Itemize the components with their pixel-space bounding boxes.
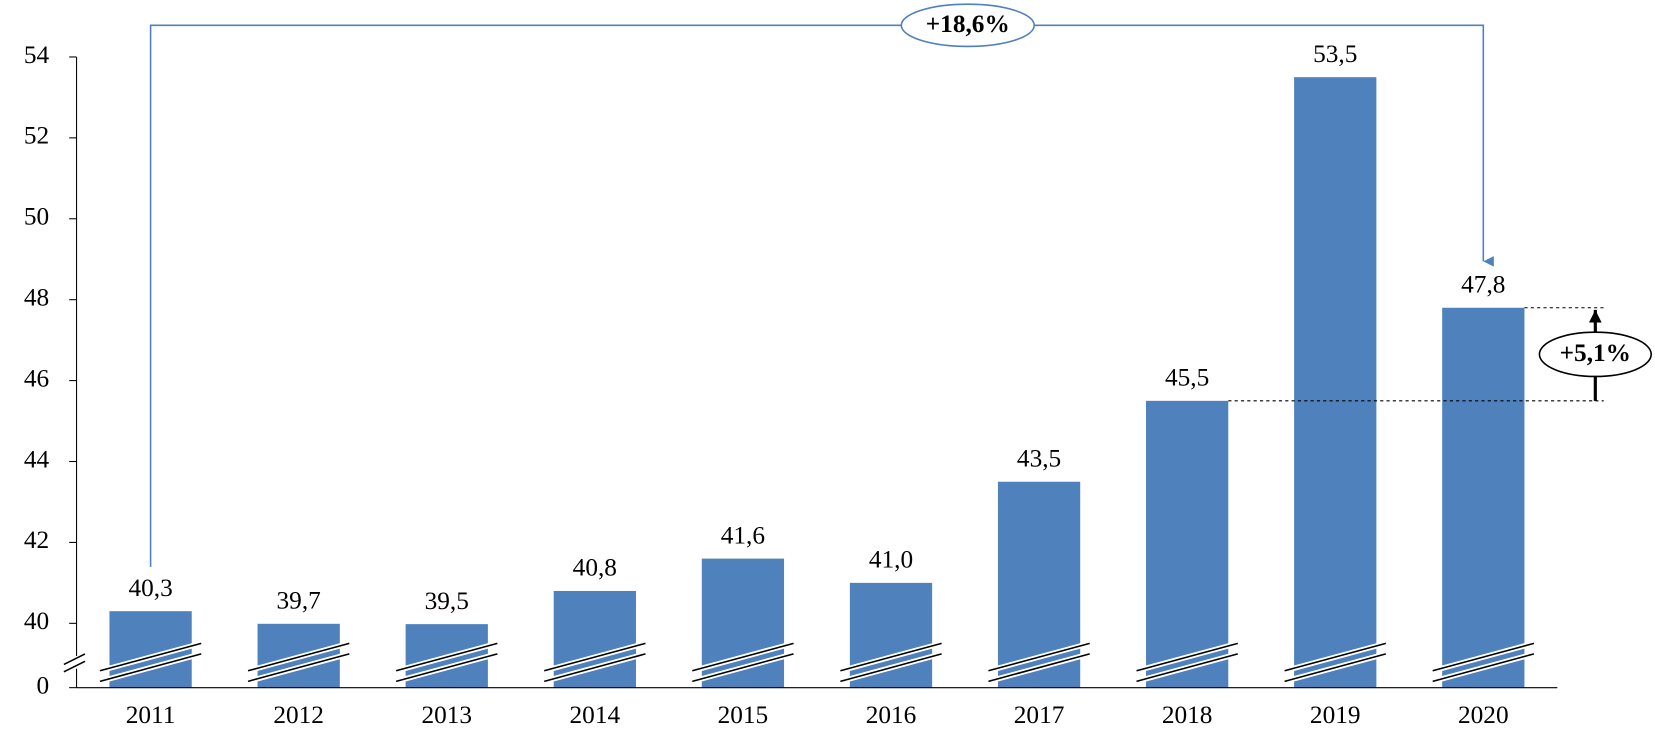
x-tick-label: 2016	[866, 701, 917, 729]
y-tick-label: 48	[24, 283, 49, 311]
bar-break-line	[395, 642, 498, 672]
bar-break-line	[692, 642, 794, 672]
bar-break	[99, 640, 202, 684]
bar-break-line	[1136, 653, 1238, 683]
y-tick-label: 46	[24, 364, 49, 392]
bar	[1294, 77, 1377, 688]
bar-break-line	[1432, 653, 1535, 683]
bar	[997, 481, 1081, 688]
data-label: 47,8	[1461, 270, 1505, 298]
bar-break-line	[988, 653, 1090, 683]
x-tick-label: 2015	[718, 701, 769, 729]
data-label: 41,6	[721, 521, 765, 549]
data-label: 40,8	[573, 554, 617, 582]
bar-break-line	[99, 642, 202, 672]
bar-break-line	[544, 653, 646, 683]
axis-break-mark	[63, 660, 86, 673]
data-label: 40,3	[128, 574, 172, 602]
bar-break	[247, 640, 350, 684]
bar-break	[1431, 640, 1535, 684]
x-tick-label: 2011	[126, 701, 176, 729]
data-label: 41,0	[869, 546, 913, 574]
bar-break-line	[1284, 642, 1387, 672]
data-label: 53,5	[1313, 40, 1357, 68]
axis-break-mark	[63, 653, 86, 666]
bar-break-line	[988, 642, 1090, 672]
bar-break-line	[840, 653, 942, 683]
bar-break	[691, 640, 795, 684]
bar	[1146, 400, 1229, 688]
bar-break-line	[1136, 642, 1238, 672]
y-tick-label: 0	[36, 671, 49, 699]
axis-break-gap	[66, 656, 88, 669]
bar-break	[543, 640, 647, 684]
y-tick-label: 42	[24, 526, 49, 554]
x-tick-label: 2019	[1310, 701, 1361, 729]
bar-break-line	[247, 653, 350, 683]
bar-break-line	[840, 642, 942, 672]
x-tick-label: 2018	[1162, 701, 1213, 729]
x-tick-label: 2014	[570, 701, 621, 729]
growth-connector	[149, 24, 1494, 567]
bar-break-line	[692, 653, 794, 683]
bar-break	[1283, 640, 1387, 684]
data-label: 39,7	[277, 587, 321, 615]
bar	[849, 582, 933, 688]
bar-break	[1135, 640, 1239, 684]
bar-break-line	[395, 653, 498, 683]
bar-break-line	[1432, 642, 1535, 672]
x-tick-label: 2013	[421, 701, 472, 729]
data-label: 45,5	[1165, 364, 1209, 392]
bar-break-line	[544, 642, 646, 672]
y-tick-label: 40	[24, 607, 49, 635]
bar-break-line	[1284, 653, 1387, 683]
bar-break-line	[99, 653, 202, 683]
annotation: +18,6%	[926, 10, 1010, 38]
bar-break	[395, 640, 499, 684]
y-tick-label: 52	[24, 122, 49, 150]
x-tick-label: 2020	[1458, 701, 1509, 729]
bar	[1442, 307, 1525, 688]
y-tick-label: 50	[24, 203, 49, 231]
bar-break	[839, 640, 943, 684]
bar-break-line	[247, 642, 350, 672]
x-tick-label: 2012	[273, 701, 324, 729]
annotation: +5,1%	[1560, 339, 1631, 367]
y-tick-label: 44	[24, 445, 50, 473]
data-label: 39,5	[425, 587, 469, 615]
bar	[553, 590, 636, 688]
y-tick-label: 54	[24, 41, 50, 69]
data-label: 43,5	[1017, 444, 1061, 472]
bar-break	[987, 640, 1091, 684]
annotation-bubble	[1538, 331, 1653, 378]
x-tick-label: 2017	[1014, 701, 1065, 729]
annotation-bubble	[900, 3, 1036, 48]
